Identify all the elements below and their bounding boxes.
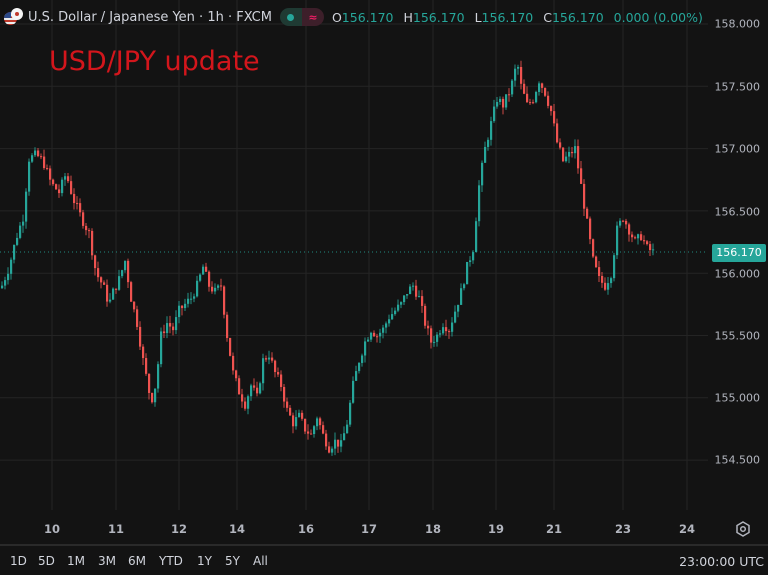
range-5d[interactable]: 5D — [38, 554, 55, 568]
range-1d[interactable]: 1D — [10, 554, 27, 568]
symbol-legend: U.S. Dollar / Japanese Yen · 1h · FXCM ≈… — [4, 6, 703, 28]
range-5y[interactable]: 5Y — [225, 554, 240, 568]
utc-clock[interactable]: 23:00:00 UTC — [679, 554, 764, 569]
price-tick: 158.000 — [714, 17, 761, 31]
price-tick: 155.000 — [714, 391, 761, 405]
high-label: H — [403, 9, 413, 25]
time-tick: 16 — [297, 522, 315, 536]
low-label: L — [474, 9, 482, 25]
time-tick: 19 — [487, 522, 505, 536]
range-1m[interactable]: 1M — [67, 554, 85, 568]
symbol-title[interactable]: U.S. Dollar / Japanese Yen · 1h · FXCM — [28, 9, 272, 25]
time-tick: 18 — [424, 522, 442, 536]
time-tick: 23 — [614, 522, 632, 536]
range-3m[interactable]: 3M — [98, 554, 116, 568]
price-tick: 156.000 — [714, 267, 761, 281]
usd-jpy-flag-icon — [4, 8, 23, 26]
time-tick: 14 — [228, 522, 246, 536]
status-pills[interactable]: ≈ — [279, 8, 324, 26]
range-6m[interactable]: 6M — [128, 554, 146, 568]
range-1y[interactable]: 1Y — [197, 554, 212, 568]
close-label: C — [543, 9, 552, 25]
range-all[interactable]: All — [253, 554, 268, 568]
price-tick: 155.500 — [714, 329, 761, 343]
range-ytd[interactable]: YTD — [159, 554, 183, 568]
time-axis[interactable]: 10 11 12 14 16 17 18 19 21 23 24 — [0, 510, 708, 544]
time-tick: 12 — [170, 522, 188, 536]
candlestick-plot[interactable] — [0, 0, 708, 510]
open-value: 156.170 — [341, 9, 394, 25]
price-tick: 156.500 — [714, 205, 761, 219]
close-value: 156.170 — [551, 9, 604, 25]
time-tick: 17 — [360, 522, 378, 536]
time-tick: 10 — [43, 522, 61, 536]
settings-gear-icon[interactable] — [735, 521, 751, 537]
market-open-icon[interactable] — [279, 8, 302, 26]
ohlc-values: O156.170 H156.170 L156.170 C156.170 0.00… — [332, 10, 703, 25]
bottom-toolbar: 1D 5D 1M 3M 6M YTD 1Y 5Y All 23:00:00 UT… — [0, 546, 768, 575]
price-axis[interactable]: 158.000 157.500 157.000 156.500 156.000 … — [708, 0, 768, 510]
time-tick: 11 — [107, 522, 125, 536]
last-price-label: 156.170 — [712, 244, 766, 262]
low-value: 156.170 — [481, 9, 534, 25]
price-tick: 157.500 — [714, 80, 761, 94]
price-tick: 154.500 — [714, 453, 761, 467]
approx-equal-icon[interactable]: ≈ — [301, 8, 324, 26]
chart-area[interactable] — [0, 0, 708, 510]
divider — [0, 544, 768, 546]
price-tick: 157.000 — [714, 142, 761, 156]
change-value: 0.000 (0.00%) — [613, 9, 703, 25]
time-tick: 21 — [545, 522, 563, 536]
time-tick: 24 — [678, 522, 696, 536]
overlay-title: USD/JPY update — [49, 46, 260, 77]
open-label: O — [331, 9, 342, 25]
high-value: 156.170 — [412, 9, 465, 25]
